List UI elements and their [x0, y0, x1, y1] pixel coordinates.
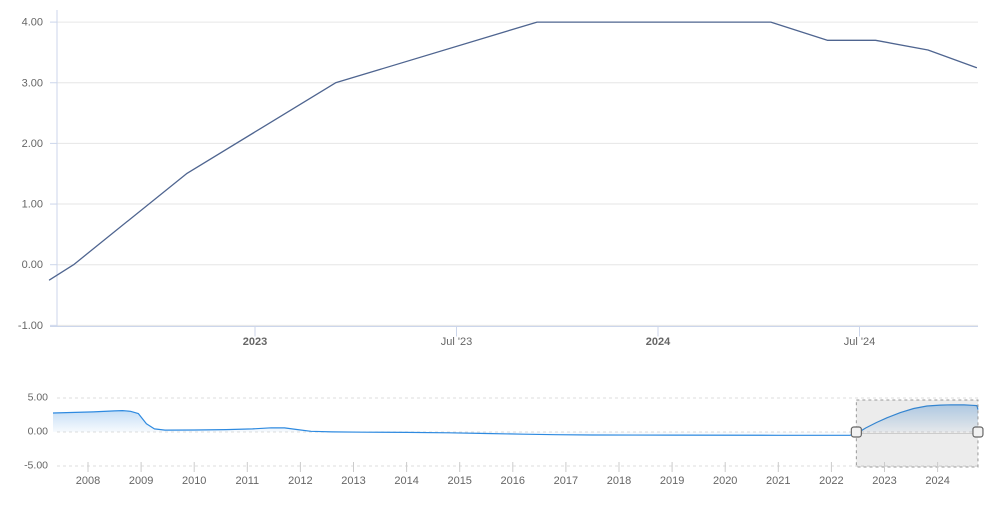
nav-x-axis-label: 2017 — [554, 475, 578, 487]
main-y-axis-label: 3.00 — [22, 77, 43, 89]
nav-x-axis-label: 2022 — [819, 475, 843, 487]
nav-x-axis-label: 2011 — [235, 475, 259, 487]
main-x-axis-label: 2024 — [646, 336, 671, 348]
nav-x-axis-label: 2018 — [607, 475, 631, 487]
nav-x-axis-label: 2024 — [925, 475, 949, 487]
nav-x-axis-label: 2013 — [341, 475, 365, 487]
nav-series-line — [52, 404, 979, 436]
nav-x-axis-label: 2008 — [76, 475, 100, 487]
main-y-axis-label: 1.00 — [22, 199, 43, 211]
nav-x-axis-label: 2015 — [447, 475, 471, 487]
main-x-axis-label: Jul '23 — [441, 336, 472, 348]
main-y-axis-label: -1.00 — [18, 320, 43, 332]
nav-x-axis-label: 2010 — [182, 475, 206, 487]
navigator-handle-right[interactable] — [972, 426, 984, 438]
navigator-handle-left[interactable] — [850, 426, 862, 438]
nav-x-axis-label: 2019 — [660, 475, 684, 487]
nav-x-axis-label: 2020 — [713, 475, 737, 487]
nav-x-axis-label: 2009 — [129, 475, 153, 487]
main-y-axis-label: 4.00 — [22, 17, 43, 29]
main-plot-area[interactable] — [57, 10, 978, 327]
main-y-axis-label: 2.00 — [22, 138, 43, 150]
nav-y-axis-label: 0.00 — [28, 426, 49, 438]
nav-x-axis-label: 2012 — [288, 475, 312, 487]
main-series-line — [48, 21, 978, 281]
nav-x-axis-label: 2016 — [501, 475, 525, 487]
main-x-axis-label: 2023 — [243, 336, 267, 348]
nav-y-axis-label: -5.00 — [24, 460, 48, 472]
navigator-chart: 5.00 0.00 -5.00 2008 2009 2010 2011 2012 2013 201… — [24, 392, 984, 487]
main-x-axis-label: Jul '24 — [844, 336, 875, 348]
navigator-track[interactable] — [52, 396, 978, 472]
nav-x-axis-label: 2014 — [394, 475, 418, 487]
main-chart: 4.00 3.00 2.00 1.00 0.00 -1.00 2023 Jul '23 2024… — [18, 10, 978, 348]
nav-x-axis-label: 2021 — [766, 475, 790, 487]
nav-y-axis-label: 5.00 — [28, 392, 49, 404]
main-y-axis-label: 0.00 — [22, 259, 43, 271]
nav-x-axis-label: 2023 — [872, 475, 896, 487]
